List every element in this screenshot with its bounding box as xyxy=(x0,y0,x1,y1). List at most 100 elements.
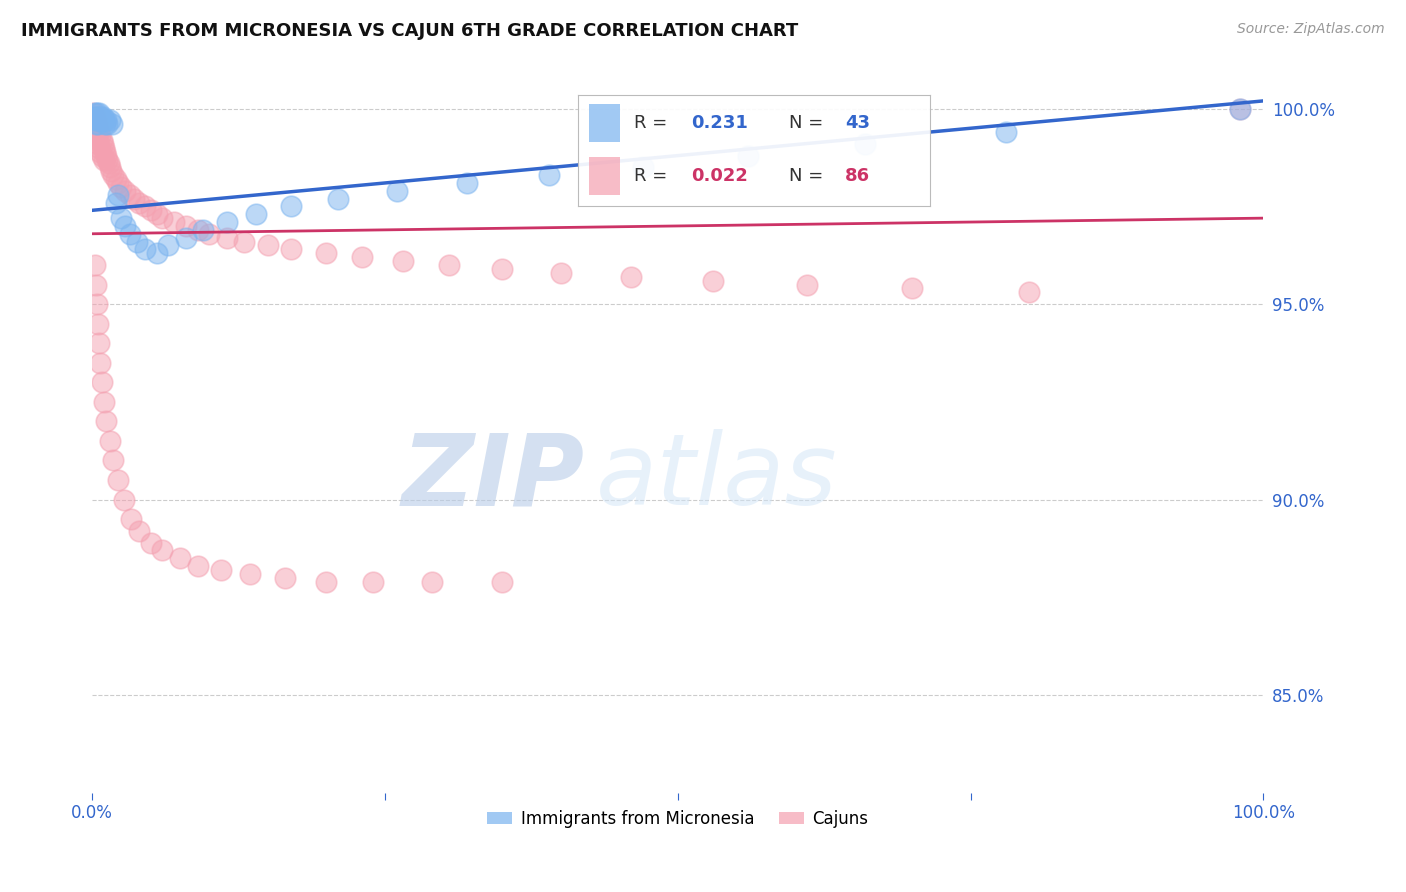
Point xyxy=(110,211,132,226)
Point xyxy=(152,543,174,558)
Point xyxy=(82,105,104,120)
Point xyxy=(89,356,111,370)
Point xyxy=(84,110,107,124)
Point xyxy=(84,277,107,292)
Point xyxy=(93,153,115,167)
Point xyxy=(239,566,262,581)
Point xyxy=(82,110,104,124)
Point xyxy=(537,168,560,182)
Point xyxy=(215,230,238,244)
Point xyxy=(86,297,108,311)
Point xyxy=(1229,102,1251,116)
Point xyxy=(91,110,114,124)
Point xyxy=(96,153,118,167)
Point xyxy=(98,113,121,128)
Point xyxy=(315,574,337,589)
Point xyxy=(104,195,127,210)
Point xyxy=(94,117,117,131)
Point xyxy=(101,117,124,131)
Point xyxy=(361,574,384,589)
Point xyxy=(107,176,129,190)
Text: Source: ZipAtlas.com: Source: ZipAtlas.com xyxy=(1237,22,1385,37)
Point xyxy=(128,195,150,210)
Point xyxy=(87,121,110,136)
Point xyxy=(215,215,238,229)
Point xyxy=(90,113,112,128)
Point xyxy=(93,141,115,155)
Point xyxy=(737,148,759,162)
Point xyxy=(87,110,110,124)
Point xyxy=(439,258,461,272)
Point xyxy=(86,113,108,128)
Point xyxy=(83,105,105,120)
Point xyxy=(89,110,111,124)
Point xyxy=(91,136,114,151)
Point xyxy=(233,235,256,249)
Point xyxy=(124,192,146,206)
Point xyxy=(315,246,337,260)
Point xyxy=(163,215,186,229)
Point xyxy=(631,161,654,175)
Point xyxy=(491,262,513,277)
Point xyxy=(120,512,142,526)
Point xyxy=(994,125,1017,139)
Point xyxy=(853,136,876,151)
Text: IMMIGRANTS FROM MICRONESIA VS CAJUN 6TH GRADE CORRELATION CHART: IMMIGRANTS FROM MICRONESIA VS CAJUN 6TH … xyxy=(21,22,799,40)
Point xyxy=(139,535,162,549)
Point xyxy=(103,453,125,467)
Legend: Immigrants from Micronesia, Cajuns: Immigrants from Micronesia, Cajuns xyxy=(481,803,875,834)
Point xyxy=(89,125,111,139)
Point xyxy=(89,336,111,351)
Point xyxy=(280,243,302,257)
Point xyxy=(86,133,108,147)
Point xyxy=(100,164,122,178)
Point xyxy=(84,129,107,144)
Point xyxy=(86,105,108,120)
Point xyxy=(107,473,129,487)
Point xyxy=(193,223,215,237)
Point xyxy=(84,113,107,128)
Point xyxy=(87,117,110,131)
Point xyxy=(98,161,121,175)
Point xyxy=(107,187,129,202)
Point xyxy=(96,113,118,128)
Point xyxy=(89,113,111,128)
Point xyxy=(90,148,112,162)
Point xyxy=(901,281,924,295)
Point xyxy=(491,574,513,589)
Point xyxy=(198,227,221,241)
Point xyxy=(420,574,443,589)
Point xyxy=(118,187,141,202)
Point xyxy=(125,235,148,249)
Point xyxy=(112,492,135,507)
Point xyxy=(187,223,209,237)
Point xyxy=(114,219,136,233)
Point xyxy=(83,113,105,128)
Point xyxy=(96,414,118,428)
Point xyxy=(550,266,572,280)
Point xyxy=(93,113,115,128)
Point xyxy=(134,243,156,257)
Text: atlas: atlas xyxy=(596,429,838,526)
Point xyxy=(128,524,150,538)
Point xyxy=(152,211,174,226)
Point xyxy=(87,317,110,331)
Point xyxy=(89,129,111,144)
Point xyxy=(702,274,724,288)
Point xyxy=(209,563,232,577)
Point xyxy=(350,250,373,264)
Point xyxy=(187,559,209,574)
Point xyxy=(174,230,197,244)
Point xyxy=(84,117,107,131)
Point xyxy=(139,203,162,218)
Point xyxy=(82,117,104,131)
Text: ZIP: ZIP xyxy=(401,429,583,526)
Point xyxy=(391,254,413,268)
Point xyxy=(145,207,167,221)
Point xyxy=(96,148,118,162)
Point xyxy=(96,117,118,131)
Point xyxy=(169,551,191,566)
Point xyxy=(98,434,121,448)
Point xyxy=(83,110,105,124)
Point xyxy=(87,136,110,151)
